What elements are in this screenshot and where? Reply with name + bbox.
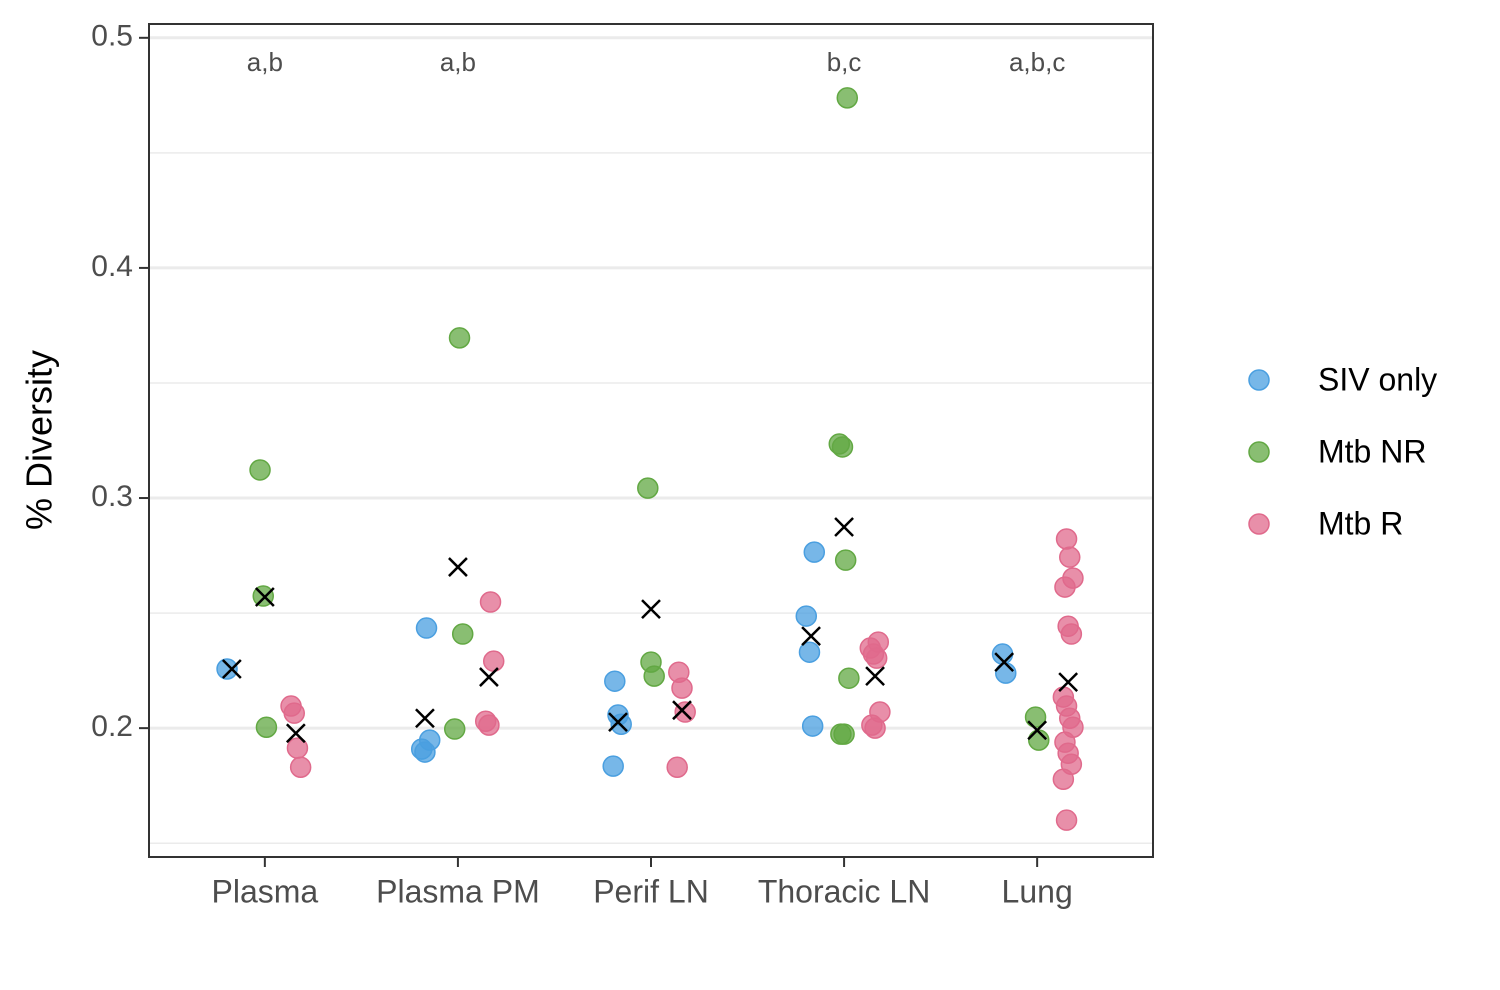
annotation: a,b,c — [1009, 47, 1065, 77]
center-mark — [448, 557, 468, 577]
center-mark — [254, 587, 275, 607]
x-tick-label: Plasma PM — [376, 873, 540, 909]
legend-marker — [1248, 441, 1270, 463]
x-tick-label: Thoracic LN — [758, 873, 931, 909]
point — [283, 702, 305, 724]
point — [795, 605, 818, 627]
point — [482, 650, 505, 672]
point — [1055, 809, 1078, 831]
point — [803, 541, 826, 563]
center-mark — [641, 599, 661, 620]
y-axis-label: % Diversity — [19, 350, 60, 530]
center-mark — [415, 708, 435, 729]
center-mark — [285, 723, 306, 744]
point — [666, 756, 688, 779]
point — [1054, 576, 1076, 598]
center-mark — [479, 667, 499, 687]
point — [602, 755, 624, 777]
annotation: a,b — [247, 47, 283, 77]
point — [1052, 768, 1075, 790]
point — [643, 665, 665, 687]
center-mark — [221, 659, 242, 679]
point — [864, 717, 886, 739]
point — [414, 741, 436, 763]
point — [801, 715, 824, 737]
point — [831, 436, 854, 458]
center-mark — [672, 700, 692, 721]
center-mark — [608, 712, 628, 733]
x-tick-label: Perif LN — [593, 873, 709, 909]
y-tick-label: 0.2 — [91, 710, 133, 743]
point — [216, 658, 238, 680]
legend-label: SIV only — [1318, 361, 1437, 397]
point — [451, 623, 474, 645]
point — [478, 714, 500, 736]
point — [833, 723, 855, 745]
annotation: a,b — [440, 47, 476, 77]
y-tick-label: 0.5 — [91, 20, 133, 53]
point — [865, 647, 888, 669]
annotation: b,c — [827, 47, 862, 77]
center-mark — [1058, 672, 1079, 692]
point — [604, 670, 626, 692]
legend-marker — [1248, 369, 1270, 391]
point — [671, 677, 693, 699]
legend-label: Mtb R — [1318, 505, 1403, 541]
point — [836, 87, 859, 109]
y-tick-label: 0.4 — [91, 250, 133, 283]
point — [415, 617, 438, 639]
point — [637, 477, 659, 499]
legend-marker — [1248, 513, 1270, 535]
center-mark — [834, 517, 854, 537]
point — [1055, 528, 1078, 550]
point — [249, 459, 271, 481]
point — [1060, 623, 1083, 645]
x-tick-label: Lung — [1002, 873, 1073, 909]
plot-background — [149, 24, 1153, 857]
point — [834, 549, 857, 571]
point — [448, 327, 471, 349]
point — [838, 667, 860, 689]
center-mark — [801, 626, 821, 646]
point — [798, 641, 821, 663]
legend-label: Mtb NR — [1318, 433, 1426, 469]
point — [1059, 546, 1081, 568]
x-tick-label: Plasma — [211, 873, 318, 909]
plot-border — [148, 23, 1154, 858]
center-mark — [1027, 720, 1048, 741]
y-tick-label: 0.3 — [91, 480, 133, 513]
center-mark — [994, 652, 1015, 672]
point — [255, 716, 278, 738]
point — [289, 756, 312, 779]
point — [479, 591, 502, 613]
center-mark — [865, 666, 885, 687]
point — [443, 718, 466, 740]
